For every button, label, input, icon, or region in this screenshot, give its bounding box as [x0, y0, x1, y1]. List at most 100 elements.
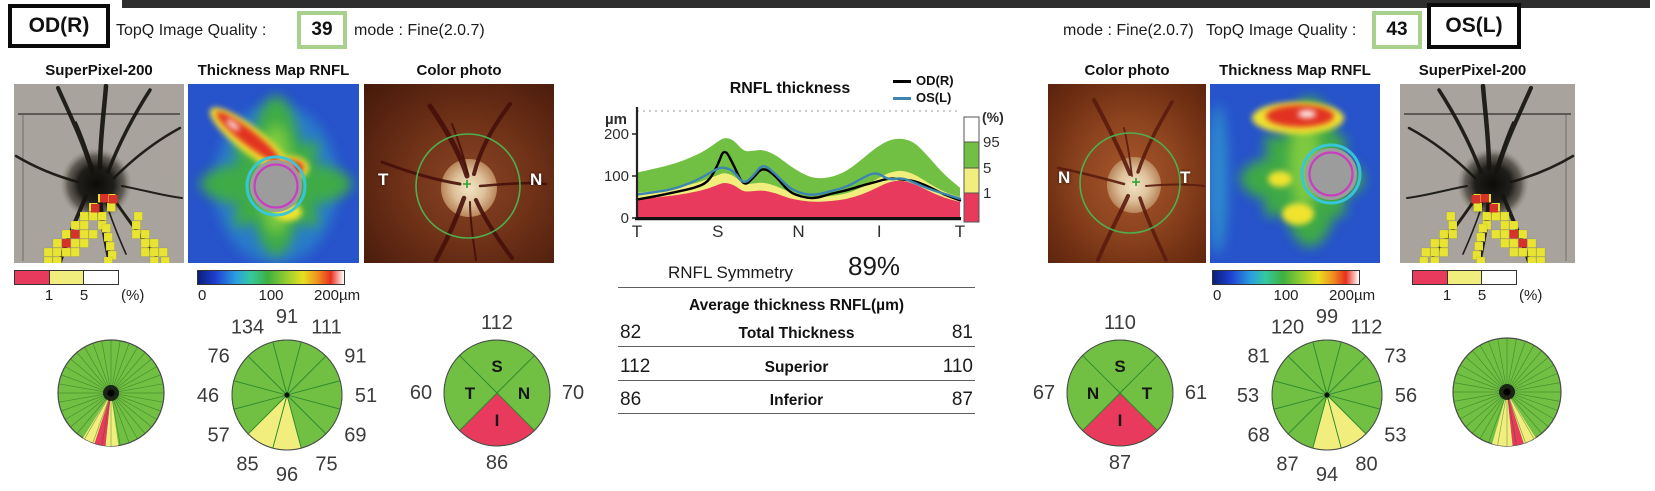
table-row-inferior: 86 Inferior 87: [618, 387, 975, 414]
svg-text:134: 134: [231, 317, 264, 339]
svg-text:S: S: [491, 357, 502, 376]
svg-text:T: T: [465, 384, 476, 403]
svg-text:94: 94: [1316, 464, 1338, 486]
os-color-photo-title: Color photo: [1084, 62, 1170, 79]
svg-text:81: 81: [1247, 346, 1269, 368]
top-divider-bar: [122, 0, 1650, 8]
svg-text:67: 67: [1033, 382, 1055, 404]
svg-text:91: 91: [344, 346, 366, 368]
od-percent-scale: 1 5 (%): [14, 270, 144, 306]
svg-text:53: 53: [1237, 385, 1259, 407]
svg-text:57: 57: [207, 425, 229, 447]
od-mode-label: mode : Fine(2.0.7): [354, 22, 485, 39]
od-micron-tick-0: 0: [198, 287, 207, 304]
svg-text:95: 95: [983, 134, 1000, 151]
svg-text:70: 70: [562, 382, 584, 404]
os-thickness-map-image: [1210, 84, 1380, 263]
svg-text:80: 80: [1355, 453, 1377, 475]
svg-text:100: 100: [604, 168, 629, 185]
svg-text:73: 73: [1384, 346, 1406, 368]
svg-text:I: I: [877, 222, 882, 241]
superior-os: 110: [942, 356, 973, 377]
svg-text:56: 56: [1395, 385, 1417, 407]
superior-label: Superior: [764, 359, 829, 376]
svg-text:112: 112: [481, 312, 513, 334]
os-percent-tick-5: 5: [1477, 287, 1487, 304]
od-percent-scale-bar: [14, 270, 119, 285]
svg-text:120: 120: [1271, 317, 1304, 339]
od-thickness-map-title: Thickness Map RNFL: [197, 62, 350, 79]
svg-text:5: 5: [983, 160, 991, 177]
svg-text:(%): (%): [982, 109, 1004, 125]
os-superpixel-image: [1400, 84, 1575, 263]
os-photo-nasal-letter: N: [1058, 168, 1071, 187]
svg-text:112: 112: [1351, 317, 1383, 339]
svg-text:51: 51: [355, 385, 377, 407]
os-quadrant-pie: S 110 T 61 I 87 N 67: [1033, 312, 1207, 474]
os-percent-scale-bar: [1412, 270, 1517, 285]
tsnit-legend-os-label: OS(L): [916, 90, 952, 105]
svg-text:N: N: [1087, 384, 1099, 403]
os-micron-tick-0: 0: [1213, 287, 1222, 304]
svg-text:87: 87: [1109, 452, 1131, 474]
od-percent-tick-1: 1: [44, 287, 54, 304]
od-photo-temporal-letter: T: [378, 170, 389, 189]
os-eye-label: OS(L): [1445, 14, 1503, 37]
rnfl-symmetry-label: RNFL Symmetry: [668, 263, 793, 282]
svg-text:T: T: [1142, 384, 1153, 403]
svg-text:69: 69: [344, 425, 366, 447]
tsnit-legend-od-swatch: [893, 80, 911, 84]
od-micron-scale-bar: [197, 270, 345, 285]
rnfl-symmetry-value: 89%: [848, 251, 901, 281]
svg-text:200: 200: [604, 126, 629, 143]
os-quality-label: TopQ Image Quality :: [1206, 22, 1357, 39]
svg-text:68: 68: [1247, 425, 1269, 447]
os-micron-tick-100: 100: [1273, 287, 1299, 304]
os-photo-temporal-letter: T: [1180, 168, 1191, 187]
od-micron-tick-100: 100: [258, 287, 284, 304]
svg-text:111: 111: [311, 317, 341, 339]
svg-text:0: 0: [621, 210, 629, 227]
svg-text:N: N: [792, 222, 804, 241]
svg-text:N: N: [518, 384, 530, 403]
svg-text:53: 53: [1384, 425, 1406, 447]
od-quality-label: TopQ Image Quality :: [116, 22, 267, 39]
os-percent-tick-1: 1: [1442, 287, 1452, 304]
os-percent-scale: 1 5 (%): [1412, 270, 1542, 306]
od-micron-scale: 0 100 200µm: [197, 270, 360, 306]
os-superpixel-significance-pie: [1452, 337, 1562, 447]
os-thickness-map-title: Thickness Map RNFL: [1219, 62, 1371, 79]
tsnit-legend: OD(R) OS(L): [893, 72, 954, 106]
os-percent-unit: (%): [1519, 287, 1543, 304]
svg-text:46: 46: [197, 385, 219, 407]
os-mode-label: mode : Fine(2.0.7): [1063, 22, 1194, 39]
inferior-od: 86: [620, 389, 642, 410]
svg-text:1: 1: [983, 185, 991, 202]
svg-text:85: 85: [236, 453, 258, 475]
total-thickness-label: Total Thickness: [738, 325, 855, 342]
tsnit-legend-od-label: OD(R): [916, 73, 954, 88]
od-superpixel-title: SuperPixel-200: [45, 62, 153, 79]
os-micron-tick-200: 200µm: [1329, 287, 1376, 304]
os-micron-scale: 0 100 200µm: [1212, 270, 1375, 306]
od-photo-nasal-letter: N: [530, 170, 543, 189]
svg-text:T: T: [955, 222, 965, 241]
svg-text:60: 60: [410, 382, 432, 404]
svg-text:S: S: [1114, 357, 1125, 376]
od-superpixel-image: [14, 84, 184, 263]
od-percent-unit: (%): [121, 287, 145, 304]
od-eye-badge: OD(R): [8, 4, 110, 48]
svg-text:T: T: [632, 222, 642, 241]
svg-text:99: 99: [1316, 306, 1338, 328]
os-superpixel-title: SuperPixel-200: [1418, 62, 1527, 79]
os-eye-badge: OS(L): [1427, 3, 1521, 49]
od-superpixel-significance-pie: [57, 339, 165, 447]
od-micron-tick-200: 200µm: [314, 287, 361, 304]
average-thickness-title: Average thickness RNFL(µm): [688, 297, 905, 314]
inferior-label: Inferior: [769, 392, 824, 409]
tsnit-chart-title: RNFL thickness: [729, 80, 851, 97]
od-quadrant-pie: S 112 N 70 I 86 T 60: [410, 312, 584, 474]
